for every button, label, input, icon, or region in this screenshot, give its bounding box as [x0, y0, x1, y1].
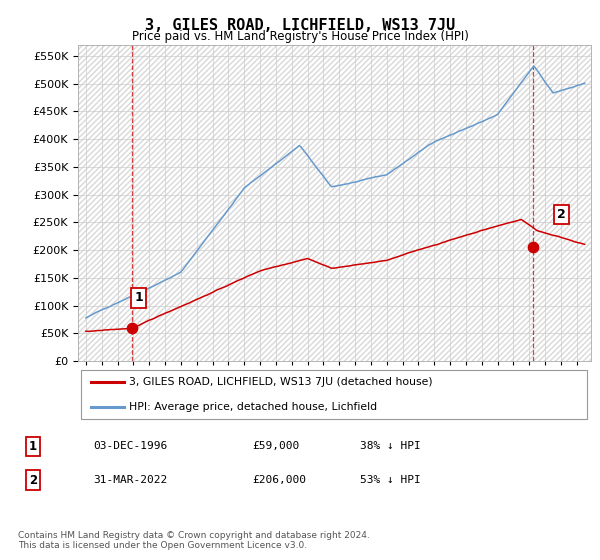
Text: 3, GILES ROAD, LICHFIELD, WS13 7JU: 3, GILES ROAD, LICHFIELD, WS13 7JU	[145, 18, 455, 34]
Text: 2: 2	[29, 474, 37, 487]
Text: HPI: Average price, detached house, Lichfield: HPI: Average price, detached house, Lich…	[130, 402, 377, 412]
Text: Price paid vs. HM Land Registry's House Price Index (HPI): Price paid vs. HM Land Registry's House …	[131, 30, 469, 43]
Text: 1: 1	[134, 291, 143, 305]
Text: 38% ↓ HPI: 38% ↓ HPI	[360, 441, 421, 451]
Text: £206,000: £206,000	[252, 475, 306, 486]
Text: 2: 2	[557, 208, 566, 221]
Text: £59,000: £59,000	[252, 441, 299, 451]
Text: 3, GILES ROAD, LICHFIELD, WS13 7JU (detached house): 3, GILES ROAD, LICHFIELD, WS13 7JU (deta…	[130, 377, 433, 388]
FancyBboxPatch shape	[80, 370, 587, 419]
Text: Contains HM Land Registry data © Crown copyright and database right 2024.
This d: Contains HM Land Registry data © Crown c…	[18, 530, 370, 550]
Point	[529, 242, 538, 251]
Text: 03-DEC-1996: 03-DEC-1996	[93, 441, 167, 451]
Text: 53% ↓ HPI: 53% ↓ HPI	[360, 475, 421, 486]
Text: 1: 1	[29, 440, 37, 453]
Text: 31-MAR-2022: 31-MAR-2022	[93, 475, 167, 486]
Point	[127, 324, 137, 333]
